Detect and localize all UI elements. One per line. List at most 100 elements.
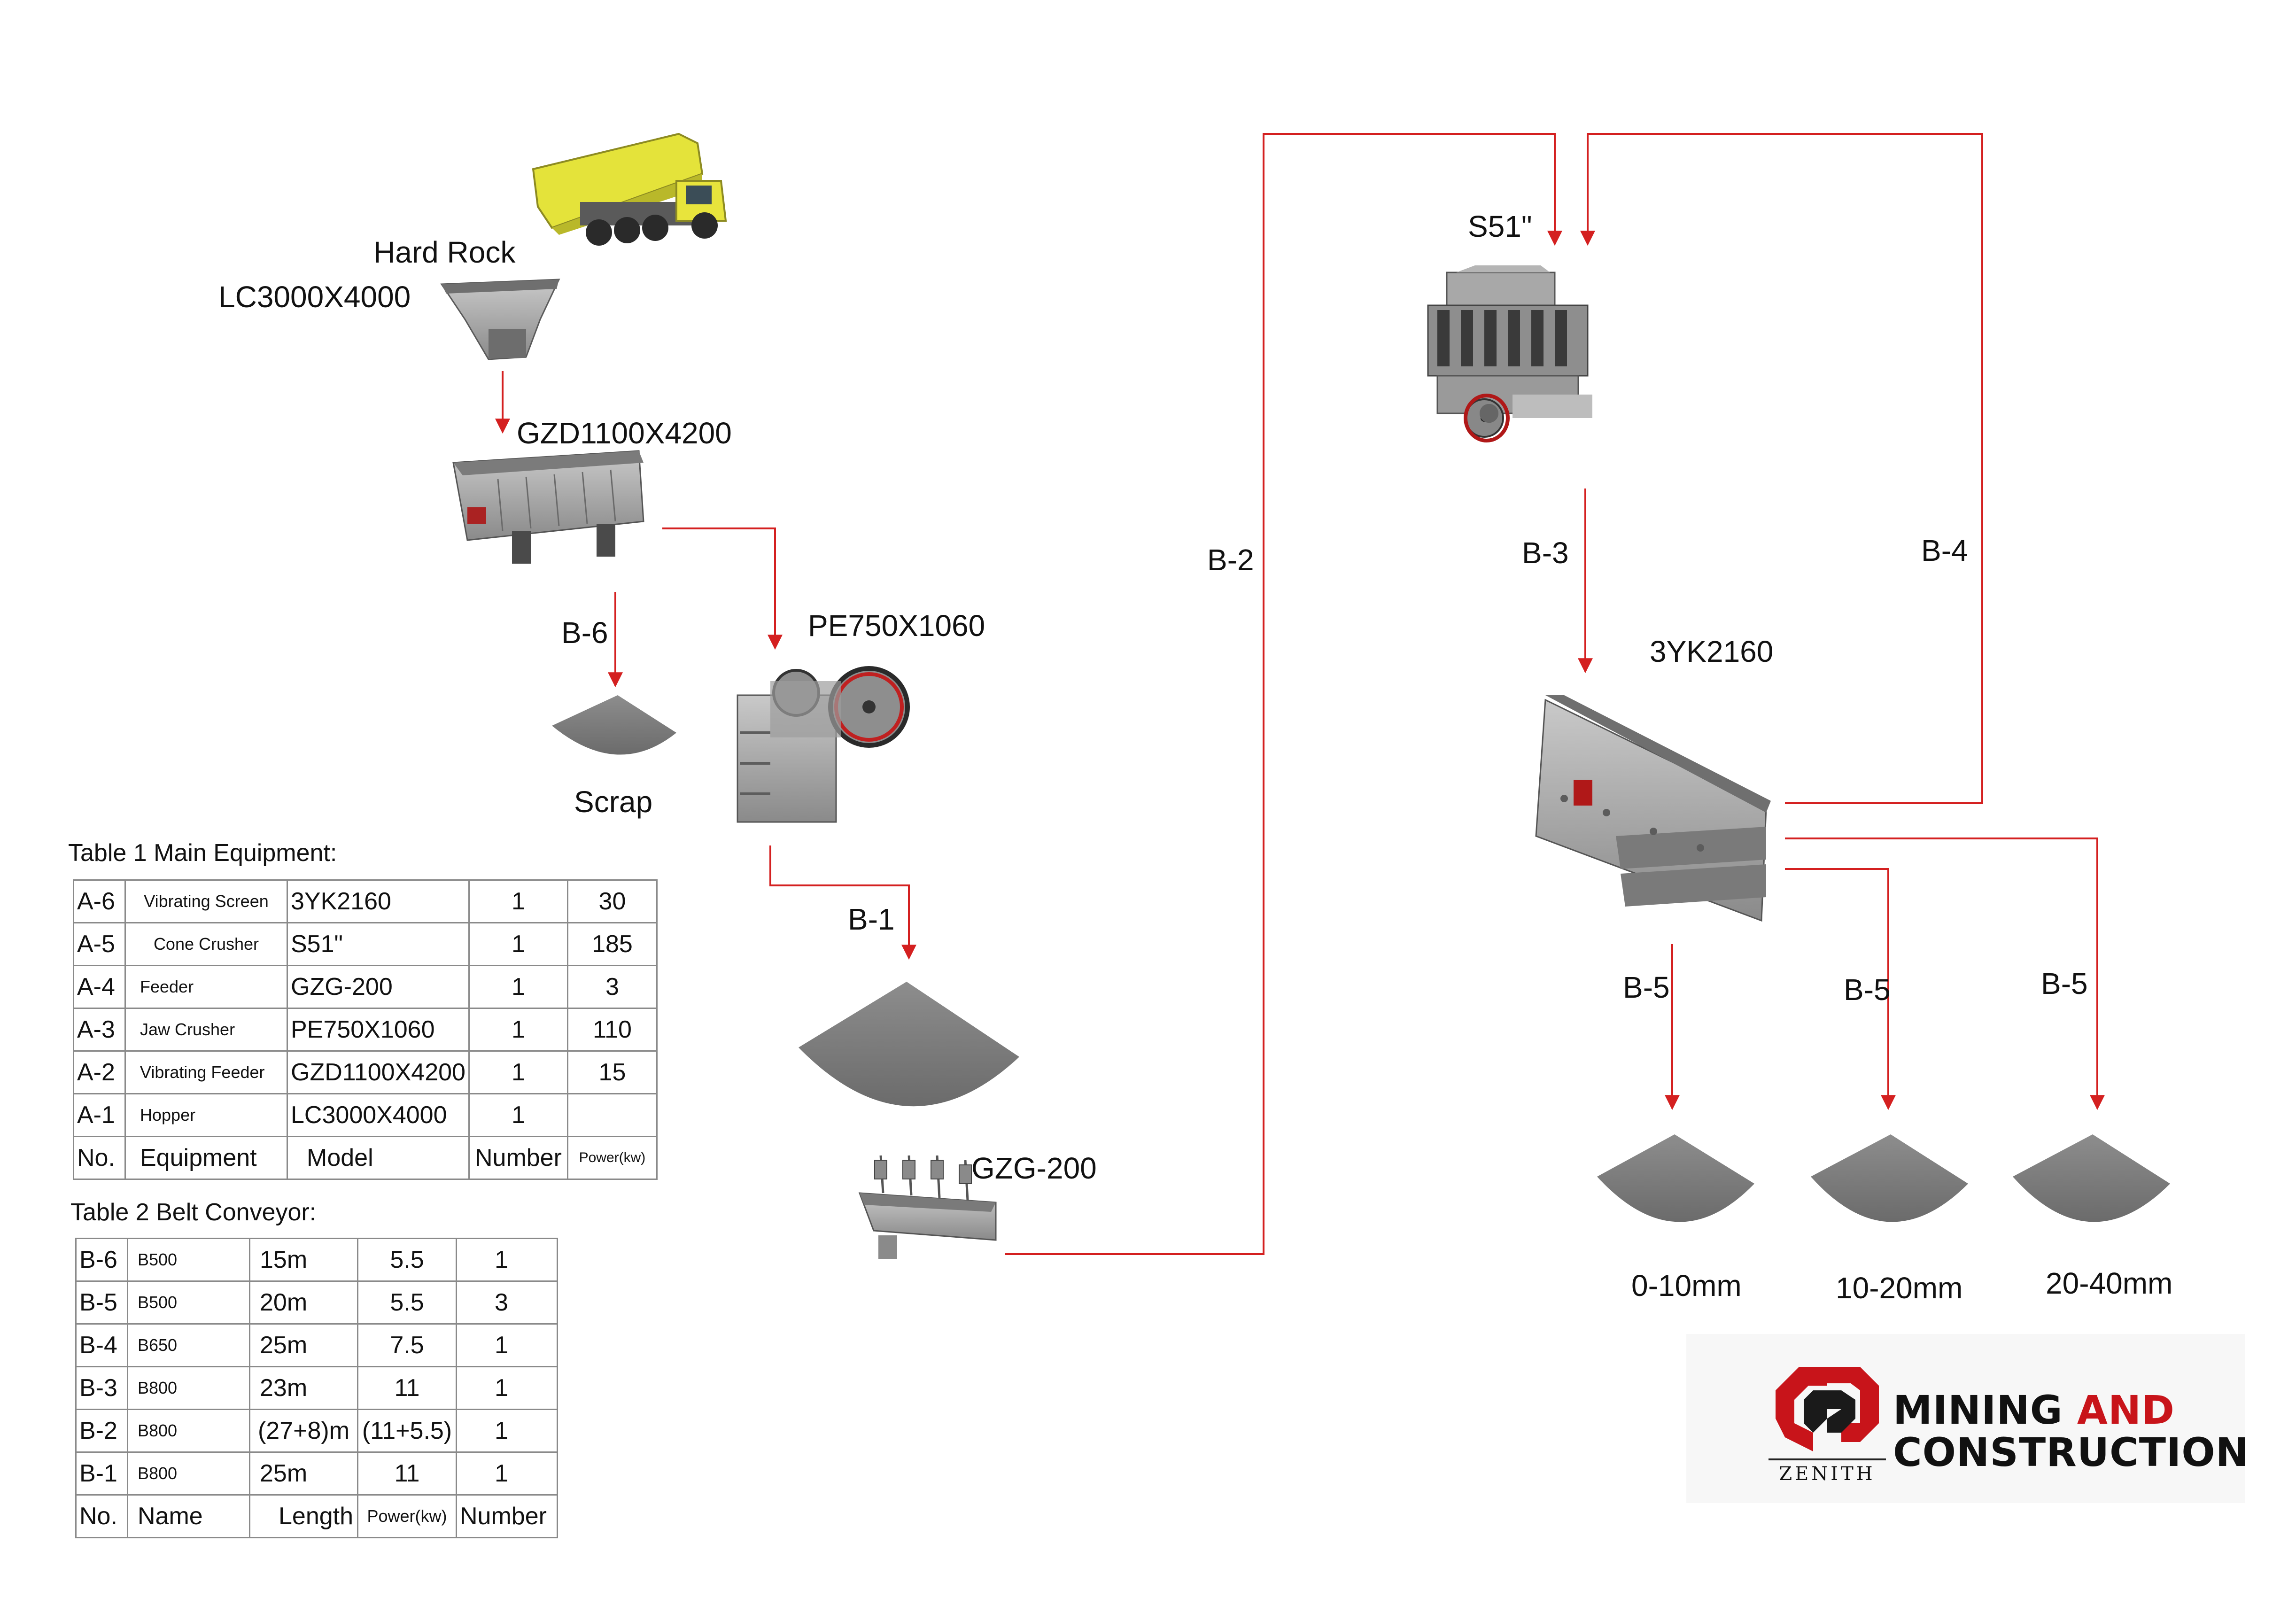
b6-label: B-6: [561, 616, 608, 650]
table-row: B-4 B650 25m 7.5 1: [75, 1323, 558, 1367]
cell: GZG-200: [287, 965, 470, 1009]
cell: 7.5: [357, 1323, 457, 1367]
cone-crusher-icon: [1427, 265, 1592, 442]
cell: 110: [566, 1008, 658, 1052]
cell: B-4: [75, 1323, 128, 1367]
cell: 30: [566, 879, 658, 923]
cell: 1: [468, 879, 568, 923]
table-row: B-3 B800 23m 11 1: [75, 1366, 558, 1410]
hopper-model-label: LC3000X4000: [218, 280, 411, 314]
cell: B650: [127, 1323, 250, 1367]
logo-line2: CONSTRUCTION: [1893, 1429, 2249, 1475]
product-pile-20-40-icon: [2013, 1134, 2170, 1222]
cell: 15m: [249, 1238, 358, 1282]
cell: Hopper: [124, 1093, 288, 1137]
header-cell: Power(kw): [566, 1136, 658, 1180]
table-row: A-1 Hopper LC3000X4000 1: [73, 1093, 658, 1137]
cell: A-1: [73, 1093, 126, 1137]
header-cell: No.: [75, 1494, 128, 1538]
cell: 3YK2160: [287, 879, 470, 923]
cell: 1: [456, 1409, 558, 1453]
cell: B800: [127, 1366, 250, 1410]
cell: B500: [127, 1280, 250, 1325]
cell: B-6: [75, 1238, 128, 1282]
flow-b4: [1580, 133, 1983, 804]
vibrating-feeder-icon: [452, 450, 644, 564]
b5-middle-label: B-5: [1844, 973, 1891, 1007]
cell: 1: [468, 922, 568, 966]
cell: A-3: [73, 1008, 126, 1052]
cell: 11: [357, 1451, 457, 1496]
product-0-10-label: 0-10mm: [1631, 1269, 1742, 1303]
feeder-model-label: GZG-200: [971, 1151, 1097, 1185]
table1-caption: Table 1 Main Equipment:: [68, 839, 337, 867]
header-cell: Name: [127, 1494, 250, 1538]
cell: 5.5: [357, 1238, 457, 1282]
b3-label: B-3: [1522, 536, 1569, 570]
table-row: B-5 B500 20m 5.5 3: [75, 1280, 558, 1325]
flow-lines: [495, 133, 2105, 1255]
cell: A-6: [73, 879, 126, 923]
table-row: B-2 B800 (27+8)m (11+5.5) 1: [75, 1409, 558, 1453]
cell: 20m: [249, 1280, 358, 1325]
cell: 15: [566, 1050, 658, 1094]
scrap-label: Scrap: [574, 785, 653, 819]
flow-b5-right: [1785, 838, 2105, 1110]
cell: 1: [456, 1366, 558, 1410]
cell: 1: [468, 965, 568, 1009]
zenith-logo-icon: [1776, 1367, 1879, 1451]
cell: 3: [566, 965, 658, 1009]
b4-label: B-4: [1921, 534, 1968, 567]
cell: B-2: [75, 1409, 128, 1453]
product-pile-0-10-icon: [1597, 1134, 1754, 1222]
header-cell: Number: [456, 1494, 558, 1538]
cell: 1: [468, 1093, 568, 1137]
zenith-wordmark: ZENITH: [1779, 1463, 1876, 1485]
cell: B800: [127, 1451, 250, 1496]
cell: 3: [456, 1280, 558, 1325]
hopper-icon: [440, 279, 560, 360]
screen-model-label: 3YK2160: [1650, 635, 1774, 668]
cell: 185: [566, 922, 658, 966]
cell: Vibrating Screen: [124, 879, 288, 923]
cell: 1: [456, 1238, 558, 1282]
hard-rock-label: Hard Rock: [373, 235, 516, 269]
cell: 1: [468, 1050, 568, 1094]
cell: PE750X1060: [287, 1008, 470, 1052]
cell: GZD1100X4200: [287, 1050, 470, 1094]
belt-conveyor-table: B-6 B500 15m 5.5 1 B-5 B500 20m 5.5 3 B-…: [75, 1238, 558, 1538]
table-header-row: No. Equipment Model Number Power(kw): [73, 1136, 658, 1180]
header-cell: Length: [249, 1494, 358, 1538]
header-cell: Equipment: [124, 1136, 288, 1180]
cell: 1: [468, 1008, 568, 1052]
cell: [566, 1093, 658, 1137]
jaw-crusher-icon: [737, 666, 910, 823]
jaw-model-label: PE750X1060: [808, 609, 985, 643]
vibrating-screen-icon: [1535, 695, 1771, 922]
table-row: A-6 Vibrating Screen 3YK2160 1 30: [73, 879, 658, 923]
cell: 5.5: [357, 1280, 457, 1325]
logo-mining: MINING: [1893, 1387, 2077, 1433]
header-cell: Number: [468, 1136, 568, 1180]
table2-caption: Table 2 Belt Conveyor:: [70, 1199, 317, 1226]
cell: Cone Crusher: [124, 922, 288, 966]
logo-and: AND: [2077, 1387, 2175, 1433]
table-row: B-1 B800 25m 11 1: [75, 1451, 558, 1496]
cell: B500: [127, 1238, 250, 1282]
b2-label: B-2: [1207, 543, 1254, 577]
cell: 1: [456, 1451, 558, 1496]
cell: 25m: [249, 1451, 358, 1496]
table-row: A-5 Cone Crusher S51" 1 185: [73, 922, 658, 966]
table-row: A-3 Jaw Crusher PE750X1060 1 110: [73, 1008, 658, 1052]
header-cell: Model: [287, 1136, 470, 1180]
cell: A-4: [73, 965, 126, 1009]
cell: 23m: [249, 1366, 358, 1410]
cell: B-1: [75, 1451, 128, 1496]
vib-feeder-model-label: GZD1100X4200: [517, 416, 732, 450]
cell: Feeder: [124, 965, 288, 1009]
table-header-row: No. Name Length Power(kw) Number: [75, 1494, 558, 1538]
cell: B-5: [75, 1280, 128, 1325]
table-row: A-2 Vibrating Feeder GZD1100X4200 1 15: [73, 1050, 658, 1094]
cell: S51": [287, 922, 470, 966]
table-row: A-4 Feeder GZG-200 1 3: [73, 965, 658, 1009]
